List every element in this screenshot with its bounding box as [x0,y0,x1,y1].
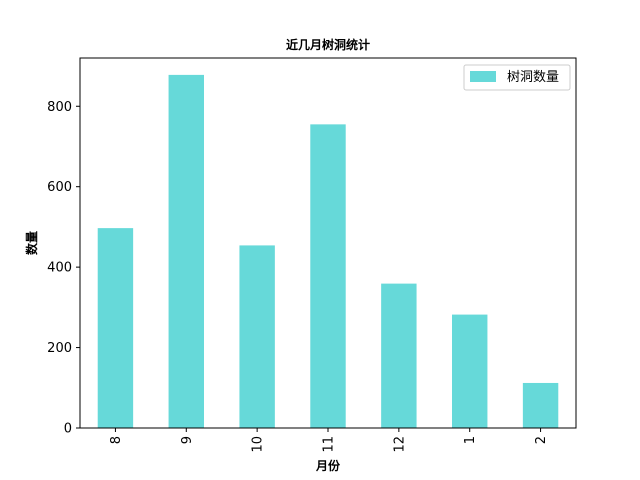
bar-8 [97,228,134,428]
x-tick-label: 2 [534,436,549,444]
x-tick-label: 9 [180,436,195,444]
x-axis: 8 9 10 11 12 1 2 [109,428,549,453]
legend-swatch [470,71,496,82]
y-tick-label: 200 [47,341,72,356]
x-tick-label: 8 [109,436,124,444]
x-tick-label: 10 [251,436,266,453]
legend-label: 树洞数量 [507,70,559,85]
legend: 树洞数量 [463,64,571,91]
y-axis-label: 数量 [24,231,39,255]
bars-group [97,74,559,429]
y-tick-label: 400 [47,261,72,276]
bar-2 [522,382,559,428]
bar-10 [239,245,275,428]
y-axis: 0 200 400 600 800 [47,100,80,437]
bar-1 [452,314,488,428]
y-tick-label: 800 [47,100,72,115]
chart-title: 近几月树洞统计 [286,37,370,52]
bar-12 [381,283,417,428]
bar-9 [168,74,204,429]
x-tick-label: 11 [322,436,337,453]
x-axis-label: 月份 [315,458,341,473]
x-tick-label: 1 [463,436,478,444]
y-tick-label: 0 [64,422,72,437]
y-tick-label: 600 [47,180,72,195]
bar-11 [310,124,346,428]
x-tick-label: 12 [392,436,407,453]
